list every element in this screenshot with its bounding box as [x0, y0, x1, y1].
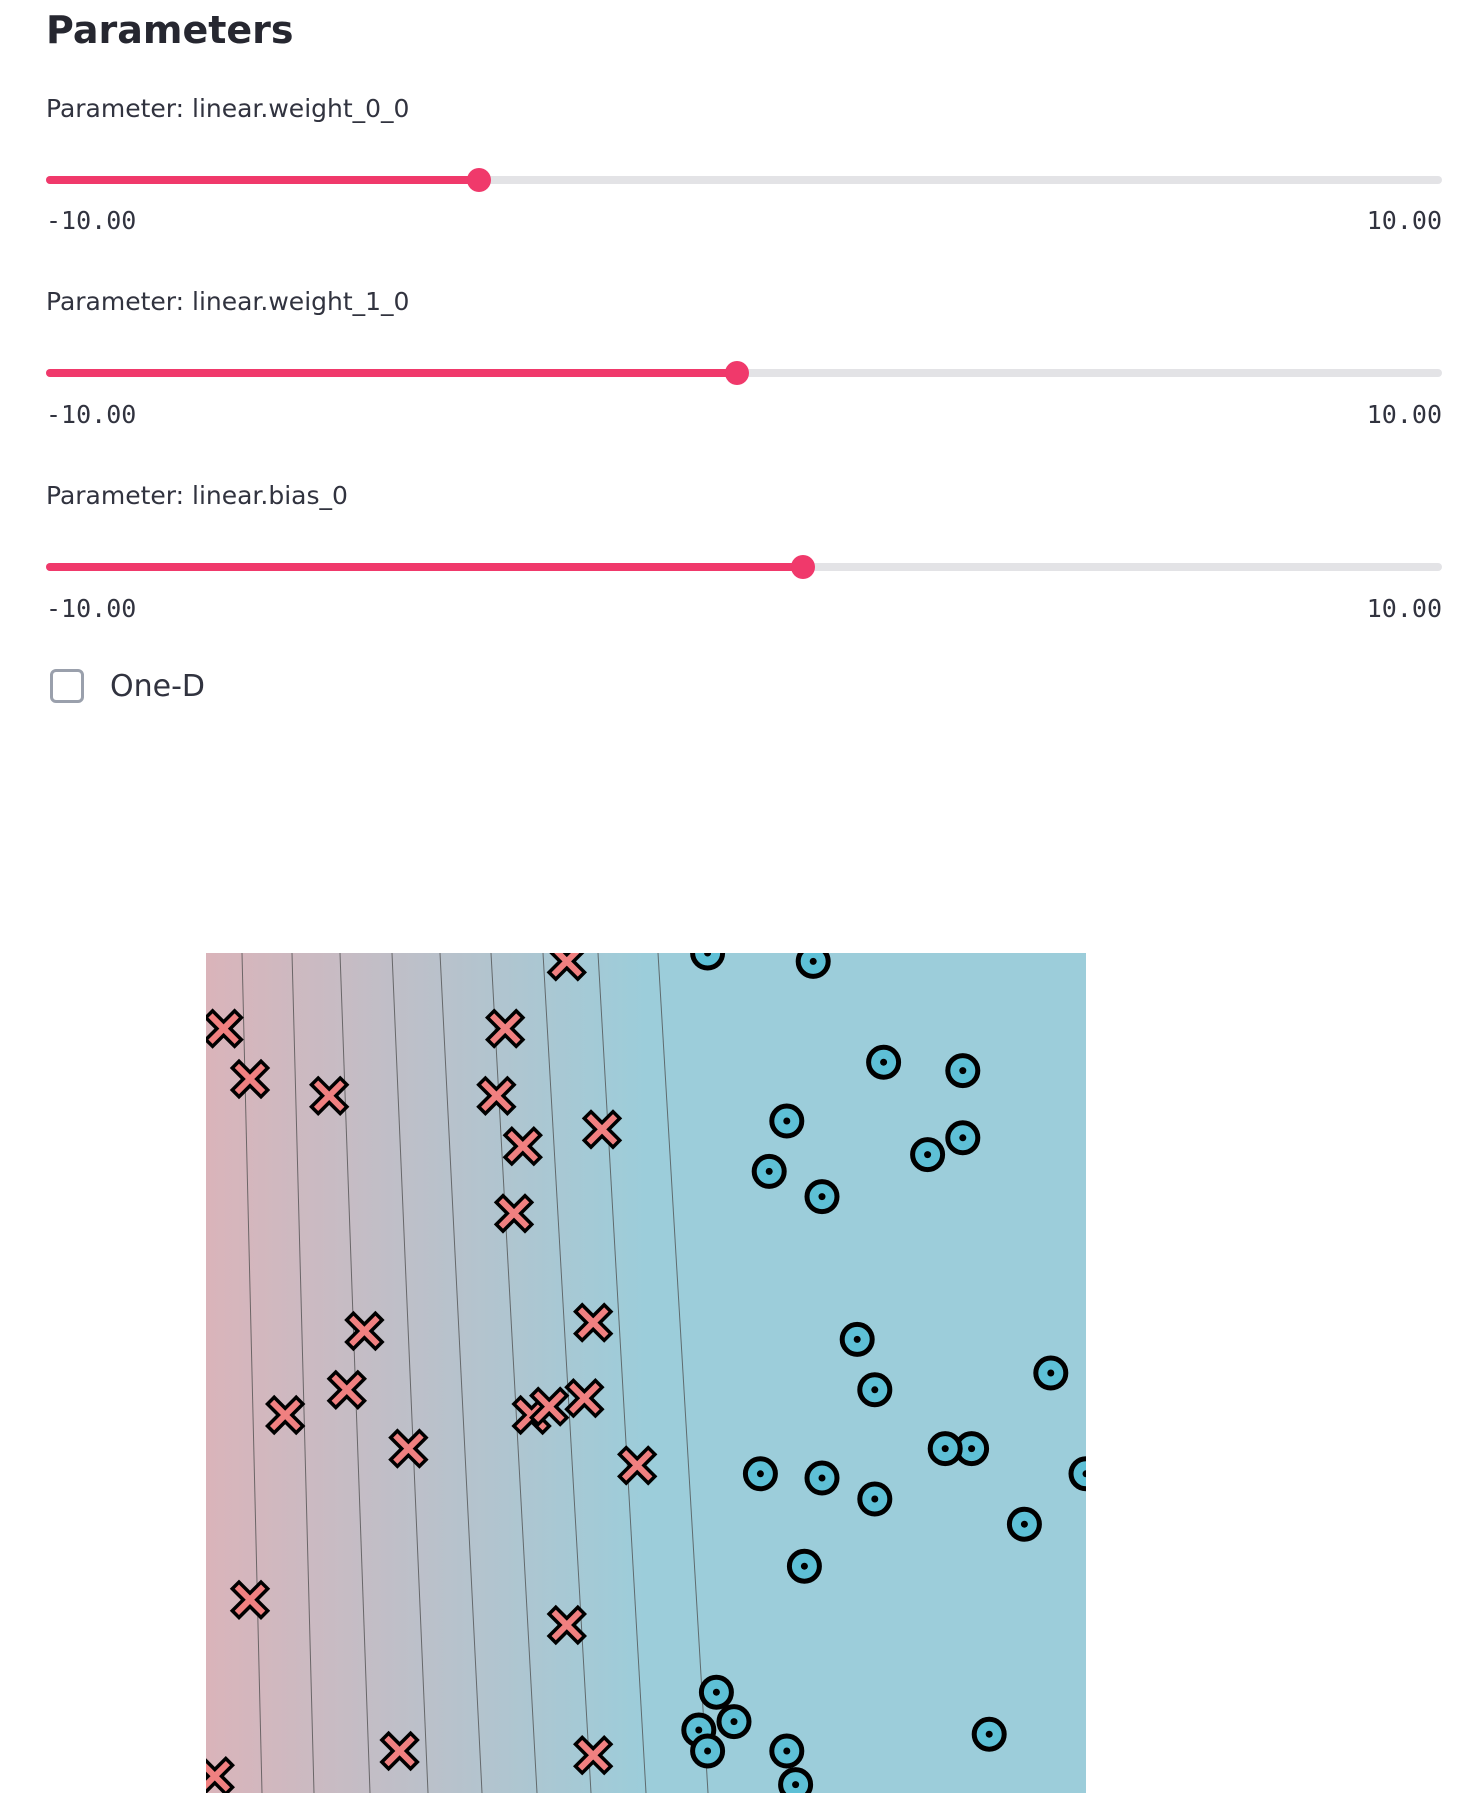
o-marker: [910, 1137, 946, 1173]
slider-thumb[interactable]: [466, 168, 491, 192]
x-marker: [265, 1394, 306, 1436]
o-marker: [857, 1372, 893, 1408]
o-marker: [804, 1179, 840, 1215]
o-marker: [786, 1548, 822, 1584]
one-d-checkbox[interactable]: [50, 669, 84, 703]
x-marker: [617, 1445, 658, 1486]
o-marker: [751, 1153, 787, 1189]
contour-line: [597, 953, 647, 1793]
slider-track[interactable]: [46, 176, 1442, 184]
x-marker: [502, 1126, 543, 1167]
x-marker: [206, 1756, 235, 1793]
o-marker: [716, 1704, 752, 1740]
one-d-checkbox-label: One-D: [110, 668, 206, 704]
contour-line: [439, 953, 483, 1793]
o-marker: [778, 1767, 814, 1793]
slider-max-label: 10.00: [1366, 206, 1442, 235]
slider-fill: [46, 176, 479, 184]
x-marker: [388, 1428, 429, 1469]
x-marker: [573, 1735, 614, 1776]
o-marker: [698, 1674, 734, 1710]
contour-line: [291, 953, 315, 1793]
slider-weight-1-0[interactable]: [46, 353, 1442, 393]
slider-max-label: 10.00: [1366, 400, 1442, 429]
o-marker: [866, 1044, 902, 1080]
param-label-bias-0: Parameter: linear.bias_0: [46, 481, 348, 510]
o-marker: [769, 1733, 805, 1769]
x-marker: [493, 1193, 535, 1234]
o-marker: [742, 1456, 778, 1492]
plot-background: [206, 953, 1086, 1793]
slider-max-label: 10.00: [1366, 594, 1442, 623]
contour-line: [657, 953, 709, 1793]
slider-thumb[interactable]: [725, 361, 750, 385]
x-marker: [379, 1730, 420, 1772]
x-marker: [546, 1604, 587, 1646]
x-marker: [309, 1075, 350, 1116]
contour-line: [391, 953, 429, 1793]
o-marker: [945, 1120, 981, 1156]
o-marker: [690, 1733, 726, 1769]
o-marker: [1033, 1355, 1069, 1391]
o-marker: [857, 1481, 893, 1517]
section-title: Parameters: [46, 8, 294, 52]
x-marker: [546, 953, 587, 982]
x-marker: [573, 1302, 614, 1343]
slider-bias-0[interactable]: [46, 547, 1442, 587]
data-points: [206, 953, 1086, 1793]
x-marker: [229, 1058, 271, 1100]
o-marker: [795, 953, 831, 979]
slider-min-label: -10.00: [46, 594, 137, 623]
one-d-checkbox-row[interactable]: One-D: [50, 665, 205, 707]
slider-fill: [46, 563, 804, 571]
x-marker: [344, 1310, 385, 1352]
o-marker: [839, 1321, 875, 1357]
x-marker: [564, 1378, 605, 1419]
x-marker: [485, 1008, 526, 1049]
slider-weight-0-0[interactable]: [46, 160, 1442, 200]
o-marker: [1068, 1456, 1086, 1492]
contour-line: [542, 953, 592, 1793]
x-marker: [229, 1579, 271, 1620]
x-marker: [326, 1369, 367, 1410]
slider-min-label: -10.00: [46, 400, 137, 429]
o-marker: [769, 1103, 805, 1139]
x-marker: [476, 1075, 517, 1116]
o-marker: [945, 1053, 981, 1089]
o-marker: [927, 1431, 963, 1467]
param-label-weight-1-0: Parameter: linear.weight_1_0: [46, 287, 410, 316]
contour-lines: [241, 953, 709, 1793]
x-marker: [581, 1109, 623, 1150]
o-marker: [690, 953, 726, 971]
slider-fill: [46, 369, 738, 377]
x-marker: [206, 1008, 244, 1049]
o-marker: [971, 1716, 1007, 1752]
slider-min-label: -10.00: [46, 206, 137, 235]
param-label-weight-0-0: Parameter: linear.weight_0_0: [46, 94, 410, 123]
contour-line: [241, 953, 263, 1793]
o-marker: [804, 1460, 840, 1496]
slider-thumb[interactable]: [791, 555, 816, 579]
o-marker: [1006, 1506, 1042, 1542]
x-marker: [529, 1386, 570, 1427]
